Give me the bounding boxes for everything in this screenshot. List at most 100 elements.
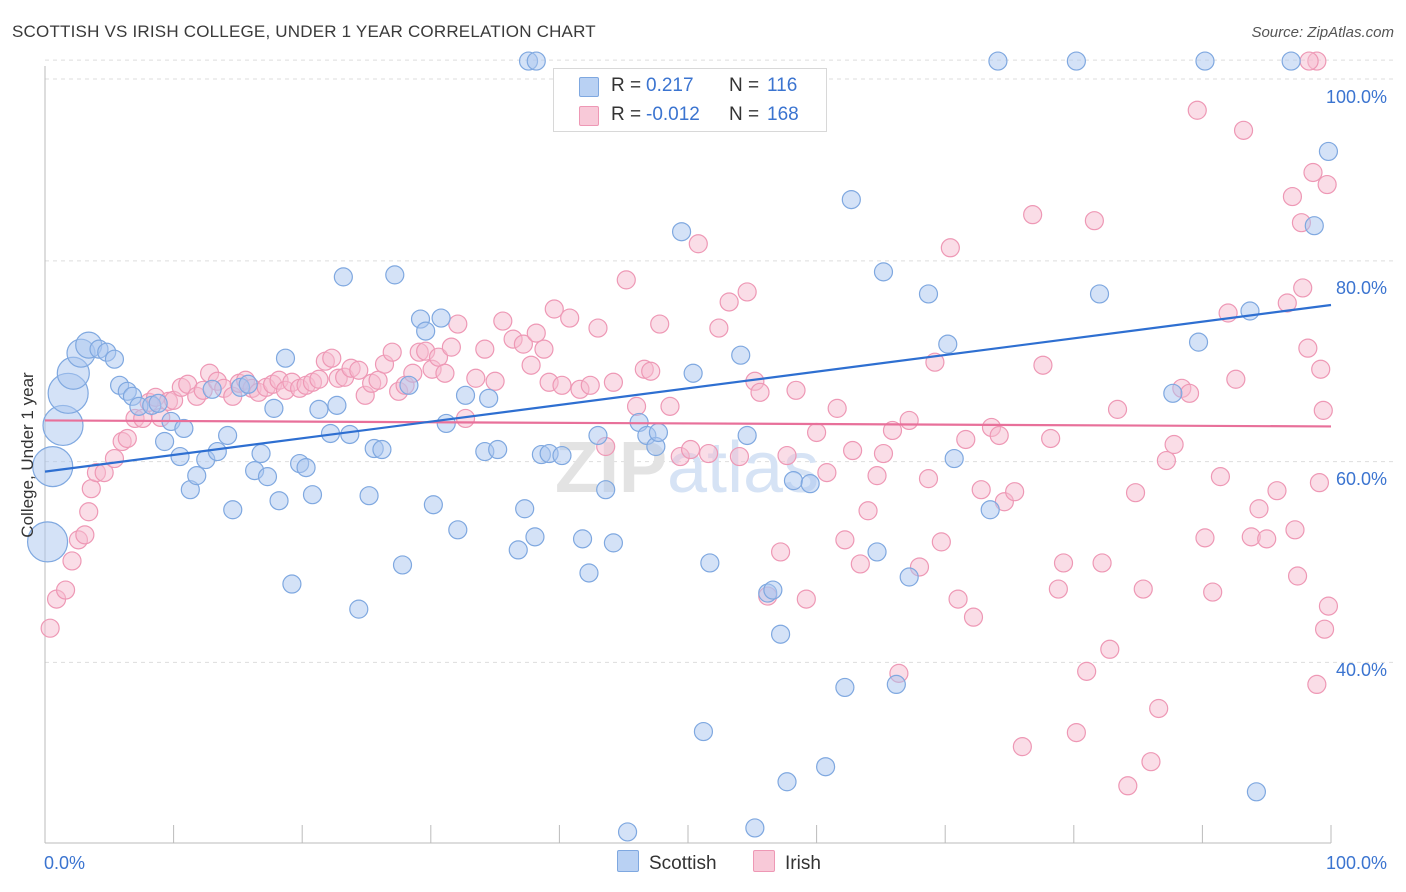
- irish-point: [918, 469, 939, 489]
- scottish-point: [333, 267, 353, 287]
- irish-point: [349, 360, 369, 380]
- irish-point: [850, 554, 870, 574]
- scottish-point: [257, 467, 278, 487]
- irish-point: [1311, 359, 1331, 379]
- scottish-point: [867, 542, 887, 562]
- scottish-point: [938, 334, 958, 354]
- scottish-point: [617, 822, 638, 842]
- irish-point: [1313, 400, 1333, 420]
- legend-row-scottish: R = 0.217 N = 116: [554, 71, 826, 101]
- scottish-legend-swatch: [617, 850, 639, 872]
- scottish-point: [515, 499, 535, 519]
- irish-point: [1285, 520, 1305, 540]
- irish-point: [626, 396, 647, 416]
- scottish-point: [745, 818, 765, 838]
- irish-swatch: [579, 106, 599, 126]
- scottish-point: [302, 485, 323, 505]
- irish-point: [770, 542, 791, 562]
- scottish-point: [392, 555, 413, 575]
- irish-point: [698, 443, 719, 464]
- n-label: N =: [729, 104, 760, 125]
- scottish-point: [1163, 383, 1183, 403]
- scottish-point: [944, 448, 964, 469]
- irish-point: [309, 369, 329, 389]
- scottish-point: [455, 385, 476, 405]
- scottish-point: [841, 189, 861, 210]
- legend-item-irish: Irish: [753, 850, 821, 875]
- irish-point: [835, 530, 855, 550]
- scottish-point: [1246, 782, 1267, 802]
- scottish-point: [309, 399, 329, 419]
- scottish-point: [770, 624, 791, 644]
- irish-point: [873, 443, 894, 464]
- n-label: N =: [729, 75, 760, 96]
- irish-point: [1299, 51, 1319, 71]
- scottish-trend-line: [44, 303, 1332, 473]
- irish-point: [588, 318, 608, 338]
- legend-item-scottish: Scottish: [617, 850, 717, 875]
- irish-point: [1195, 528, 1215, 548]
- irish-point: [441, 337, 461, 357]
- r-label: R =: [611, 104, 642, 125]
- irish-point: [971, 480, 991, 500]
- irish-point: [867, 466, 887, 486]
- irish-r-value: -0.012: [646, 104, 700, 125]
- irish-point: [1107, 399, 1128, 419]
- scottish-point: [835, 677, 855, 698]
- y-tick-80: 80.0%: [1336, 278, 1388, 298]
- irish-point: [1210, 467, 1231, 487]
- irish-point: [485, 371, 505, 391]
- irish-n-value: 168: [767, 104, 799, 125]
- scottish-point: [218, 425, 238, 446]
- scottish-point: [525, 527, 545, 547]
- irish-point: [858, 501, 878, 521]
- irish-point: [552, 375, 572, 395]
- y-tick-60: 60.0%: [1336, 469, 1388, 489]
- irish-point: [1156, 450, 1176, 471]
- scottish-point: [873, 262, 894, 282]
- irish-point: [777, 445, 797, 466]
- irish-point: [616, 270, 636, 290]
- irish-point: [466, 368, 486, 388]
- irish-point: [688, 234, 708, 254]
- irish-legend-swatch: [753, 850, 775, 872]
- scottish-point: [737, 425, 757, 446]
- scottish-point: [648, 422, 669, 443]
- scottish-point: [154, 431, 175, 452]
- scottish-point: [886, 674, 906, 695]
- irish-point: [81, 479, 101, 499]
- irish-point: [680, 439, 701, 460]
- irish-point: [580, 375, 600, 395]
- irish-point: [368, 370, 388, 390]
- scottish-point: [918, 284, 939, 304]
- scottish-n-value: 116: [767, 75, 798, 96]
- scottish-point: [1195, 51, 1215, 71]
- scottish-point: [327, 395, 347, 415]
- irish-point: [117, 428, 137, 449]
- scottish-point: [479, 388, 499, 408]
- scottish-point: [264, 398, 284, 418]
- irish-point: [1005, 482, 1025, 502]
- irish-point: [1012, 737, 1032, 757]
- irish-point: [899, 410, 919, 431]
- irish-point: [1118, 776, 1138, 796]
- scottish-point: [700, 553, 720, 573]
- irish-point: [1307, 674, 1327, 695]
- irish-point: [796, 589, 816, 609]
- irish-point: [882, 420, 903, 441]
- irish-point: [1267, 481, 1287, 501]
- scottish-point: [488, 439, 508, 460]
- irish-point: [1149, 698, 1169, 719]
- scottish-point: [238, 374, 258, 394]
- scottish-point: [899, 567, 919, 587]
- scottish-point: [296, 457, 316, 478]
- irish-point: [1066, 722, 1086, 743]
- irish-point: [1293, 278, 1313, 298]
- irish-point: [79, 502, 99, 522]
- irish-point: [1303, 162, 1323, 183]
- scottish-point: [693, 721, 714, 742]
- irish-point: [1033, 355, 1053, 375]
- scottish-point: [340, 424, 360, 445]
- irish-point: [806, 422, 827, 443]
- scottish-point: [777, 772, 797, 792]
